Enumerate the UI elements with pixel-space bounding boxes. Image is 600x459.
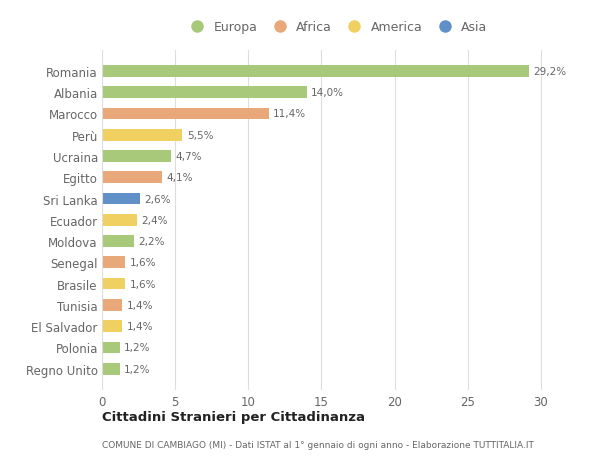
Text: 1,4%: 1,4%	[127, 321, 154, 331]
Text: 1,2%: 1,2%	[124, 364, 151, 374]
Text: 11,4%: 11,4%	[273, 109, 306, 119]
Text: 1,6%: 1,6%	[130, 258, 156, 268]
Text: 1,2%: 1,2%	[124, 343, 151, 353]
Text: 29,2%: 29,2%	[533, 67, 566, 77]
Legend: Europa, Africa, America, Asia: Europa, Africa, America, Asia	[179, 16, 493, 39]
Text: 2,4%: 2,4%	[142, 215, 168, 225]
Text: 1,6%: 1,6%	[130, 279, 156, 289]
Bar	[102, 214, 137, 226]
Bar	[102, 236, 134, 247]
Bar	[102, 257, 125, 269]
Bar	[102, 193, 140, 205]
Text: 1,4%: 1,4%	[127, 300, 154, 310]
Bar	[102, 66, 529, 78]
Text: 5,5%: 5,5%	[187, 130, 214, 140]
Text: Cittadini Stranieri per Cittadinanza: Cittadini Stranieri per Cittadinanza	[102, 410, 365, 423]
Bar	[102, 278, 125, 290]
Bar	[102, 363, 119, 375]
Text: COMUNE DI CAMBIAGO (MI) - Dati ISTAT al 1° gennaio di ogni anno - Elaborazione T: COMUNE DI CAMBIAGO (MI) - Dati ISTAT al …	[102, 441, 534, 449]
Bar	[102, 129, 182, 141]
Text: 2,2%: 2,2%	[139, 236, 165, 246]
Bar	[102, 320, 122, 332]
Text: 4,1%: 4,1%	[166, 173, 193, 183]
Bar	[102, 172, 162, 184]
Bar	[102, 108, 269, 120]
Bar	[102, 342, 119, 353]
Bar	[102, 299, 122, 311]
Bar	[102, 151, 171, 162]
Text: 2,6%: 2,6%	[145, 194, 171, 204]
Text: 4,7%: 4,7%	[175, 151, 202, 162]
Text: 14,0%: 14,0%	[311, 88, 344, 98]
Bar	[102, 87, 307, 99]
